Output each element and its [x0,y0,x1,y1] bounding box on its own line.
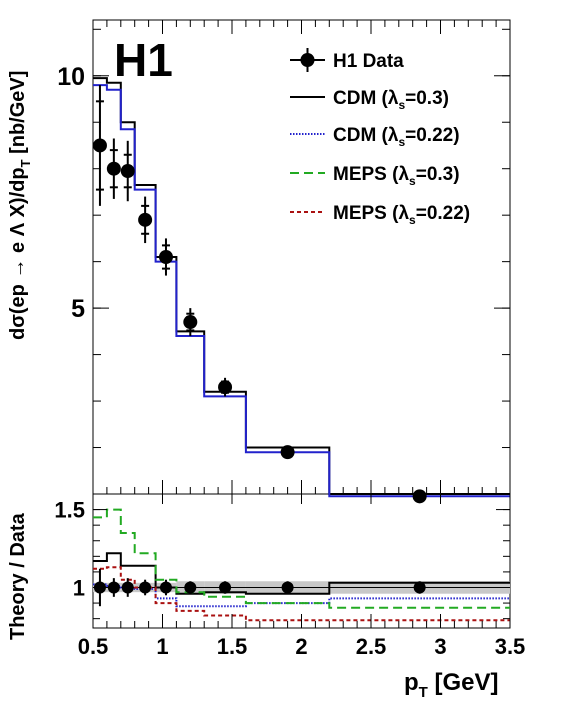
ratio-data-point [219,581,232,594]
ratio-data-point [159,581,172,594]
legend-label-main: MEPS (λ [333,203,409,224]
x-label-unit: [GeV] [428,669,499,696]
top-curve-cdm022 [93,84,510,498]
top-y-axis-label: dσ(ep → e Λ X)/dpT [nb/GeV] [7,71,33,340]
top-data-point [138,212,153,227]
ratio-data-point [107,581,120,594]
legend-label-sub: s [409,174,416,188]
legend-label-cdm03: CDM (λs=0.3) [333,88,449,112]
ratio-data-point [184,581,197,594]
top-y-label-sub: T [18,159,33,167]
ratio-curve-meps03 [93,508,510,609]
x-tick-label: 3 [434,634,446,659]
legend-label-main: CDM (λ [333,125,399,146]
legend-label-sub: s [398,135,405,149]
top-data-point [183,315,198,330]
x-tick-label: 3.5 [495,634,526,659]
ratio-y-axis-label: Theory / Data [7,512,29,640]
ratio-y-tick-label: 1.5 [54,498,85,523]
legend-label-sub: s [398,98,405,112]
ratio-data-point [281,581,294,594]
legend-label-meps03: MEPS (λs=0.3) [333,164,460,188]
legend-label-tail: =0.3) [405,88,449,109]
ratio-data-point [121,581,134,594]
legend-label-data: H1 Data [333,51,404,72]
legend-label-tail: =0.22) [416,203,470,224]
legend-label-main: H1 Data [333,51,404,72]
x-label-sub: T [419,684,428,701]
top-data-point [158,250,173,264]
legend-label-meps022: MEPS (λs=0.22) [333,203,470,227]
top-y-tick-label: 10 [57,63,85,91]
top-data-point [120,164,135,179]
ratio-panel-frame [92,493,511,629]
x-tick-label: 1 [156,634,168,659]
legend-label-main: MEPS (λ [333,164,409,185]
legend-marker-data [300,53,315,67]
legend-label-sub: s [409,213,416,227]
legend-label-tail: =0.3) [416,164,460,185]
top-panel-content: 5 10 [57,20,511,504]
top-data-point [218,380,233,395]
experiment-label: H1 [114,34,173,86]
x-tick-label: 0.5 [78,634,109,659]
x-tick-label: 2.5 [356,634,387,659]
legend-label-tail: =0.22) [405,125,459,146]
top-data-point [412,489,427,504]
legend-label-cdm022: CDM (λs=0.22) [333,125,460,149]
top-y-tick-label: 5 [71,295,85,323]
ratio-curve-meps022 [93,566,510,622]
legend-label-main: CDM (λ [333,88,399,109]
ratio-data-point [413,581,426,594]
x-axis-label: pT [GeV] [404,669,499,701]
ratio-panel-content: 1 1.5 0.5 1 1.5 2 2.5 3 3.5 [54,494,525,659]
x-tick-label: 2 [295,634,307,659]
top-data-point [106,161,121,176]
x-label-main: p [404,669,419,696]
ratio-data-point [139,581,152,594]
x-tick-label: 1.5 [217,634,248,659]
top-y-label-unit: [nb/GeV] [7,71,29,160]
ratio-y-tick-label: 1 [73,575,85,600]
top-data-point [92,138,107,153]
top-y-label-main: dσ(ep → e Λ X)/dp [7,167,29,340]
top-data-point [280,445,295,460]
